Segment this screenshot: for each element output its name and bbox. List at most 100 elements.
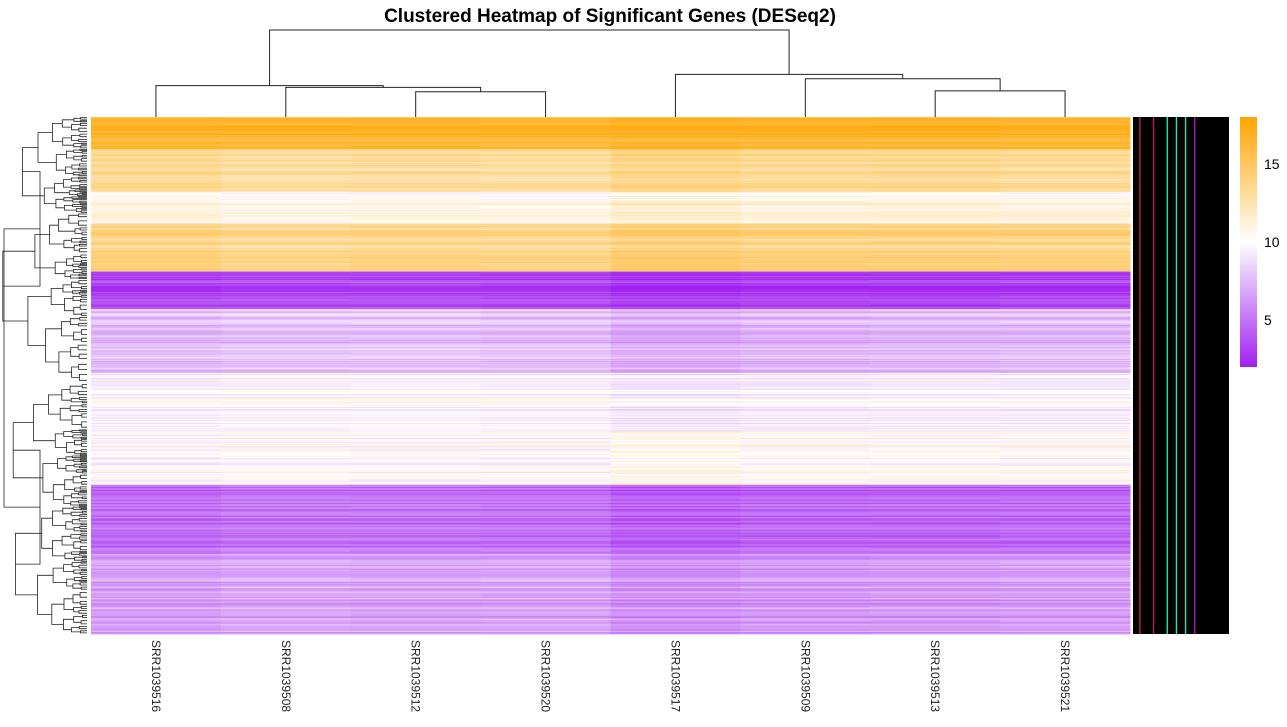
- heatmap-cell: [1000, 493, 1131, 495]
- heatmap-cell: [220, 485, 352, 488]
- heatmap-cell: [1000, 153, 1131, 155]
- heatmap-cell: [350, 130, 482, 133]
- heatmap-cell: [220, 595, 352, 598]
- heatmap-cell: [480, 212, 612, 215]
- heatmap-cell: [1000, 597, 1131, 600]
- heatmap-cell: [1000, 403, 1131, 406]
- heatmap-cell: [350, 319, 482, 322]
- heatmap-cell: [91, 414, 222, 416]
- dendrogram-branch: [81, 142, 87, 145]
- heatmap-cell: [91, 355, 222, 358]
- heatmap-cell: [1000, 446, 1131, 448]
- heatmap-cell: [220, 449, 352, 452]
- heatmap-cell: [740, 328, 871, 330]
- heatmap-cell: [870, 439, 1001, 442]
- heatmap-cell: [740, 511, 871, 513]
- heatmap-cell: [610, 595, 741, 598]
- heatmap-cell: [1000, 297, 1131, 299]
- heatmap-cell: [91, 505, 222, 507]
- heatmap-cell: [870, 352, 1001, 355]
- heatmap-cell: [1000, 443, 1131, 445]
- heatmap-cell: [1000, 295, 1131, 297]
- heatmap-cell: [870, 148, 1001, 151]
- heatmap-cell: [220, 417, 352, 420]
- heatmap-cell: [350, 491, 482, 493]
- heatmap-cell: [1000, 300, 1131, 302]
- heatmap-cell: [350, 378, 482, 380]
- heatmap-cell: [740, 512, 871, 514]
- heatmap-cell: [610, 628, 741, 631]
- heatmap-cell: [480, 306, 612, 309]
- heatmap-cell: [610, 506, 741, 508]
- heatmap-cell: [870, 599, 1001, 602]
- heatmap-cell: [740, 309, 871, 312]
- heatmap-cell: [350, 136, 482, 138]
- heatmap-cell: [350, 401, 482, 404]
- heatmap-cell: [480, 479, 612, 481]
- heatmap-cell: [91, 323, 222, 326]
- dendrogram-branch: [74, 228, 82, 234]
- heatmap-cell: [350, 625, 482, 627]
- heatmap-cell: [610, 624, 741, 626]
- heatmap-cell: [870, 566, 1001, 569]
- heatmap-cell: [870, 490, 1001, 492]
- heatmap-cell: [350, 252, 482, 254]
- heatmap-cell: [610, 403, 741, 406]
- heatmap-cell: [610, 495, 741, 497]
- heatmap-cell: [870, 176, 1001, 179]
- heatmap-cell: [91, 140, 222, 142]
- heatmap-cell: [740, 126, 871, 129]
- heatmap-cell: [740, 350, 871, 352]
- heatmap-cell: [610, 514, 741, 517]
- heatmap-cell: [1000, 429, 1131, 431]
- heatmap-cell: [220, 214, 352, 216]
- heatmap-cell: [610, 291, 741, 294]
- heatmap-cell: [220, 353, 352, 356]
- heatmap-cell: [220, 302, 352, 304]
- heatmap-cell: [220, 155, 352, 157]
- heatmap-cell: [480, 302, 612, 304]
- heatmap-cell: [91, 544, 222, 546]
- heatmap-cell: [610, 509, 741, 511]
- heatmap-cell: [740, 316, 871, 318]
- heatmap-cell: [870, 418, 1001, 421]
- heatmap-cell: [220, 251, 352, 253]
- heatmap-cell: [350, 195, 482, 198]
- heatmap-cell: [610, 215, 741, 217]
- heatmap-cell: [1000, 478, 1131, 480]
- heatmap-cell: [1000, 532, 1131, 535]
- dendrogram-branch: [79, 374, 87, 381]
- heatmap-cell: [610, 120, 741, 122]
- dendrogram-branch: [80, 586, 87, 590]
- heatmap-cell: [870, 141, 1001, 143]
- heatmap-cell: [350, 465, 482, 468]
- heatmap-cell: [870, 283, 1001, 285]
- heatmap-cell: [350, 402, 482, 405]
- heatmap-cell: [1000, 245, 1131, 248]
- heatmap-cell: [610, 131, 741, 134]
- heatmap-cell: [870, 134, 1001, 136]
- heatmap-cell: [740, 619, 871, 621]
- heatmap-cell: [870, 508, 1001, 510]
- heatmap-cell: [1000, 157, 1131, 159]
- heatmap-cell: [220, 195, 352, 198]
- heatmap-cell: [350, 263, 482, 265]
- heatmap-cell: [480, 317, 612, 319]
- heatmap-cell: [91, 240, 222, 243]
- heatmap-cell: [1000, 548, 1131, 551]
- heatmap-cell: [740, 596, 871, 599]
- heatmap-cell: [1000, 195, 1131, 198]
- heatmap-cell: [870, 271, 1001, 274]
- heatmap-cell: [1000, 131, 1131, 134]
- heatmap-cell: [350, 587, 482, 589]
- heatmap-cell: [480, 351, 612, 353]
- heatmap-cell: [740, 123, 871, 125]
- heatmap-cell: [350, 406, 482, 409]
- heatmap-cell: [350, 614, 482, 617]
- heatmap-cell: [91, 174, 222, 177]
- heatmap-cell: [220, 322, 352, 325]
- heatmap-cell: [480, 558, 612, 560]
- heatmap-cell: [480, 142, 612, 145]
- heatmap-cell: [91, 221, 222, 223]
- heatmap-cell: [1000, 272, 1131, 275]
